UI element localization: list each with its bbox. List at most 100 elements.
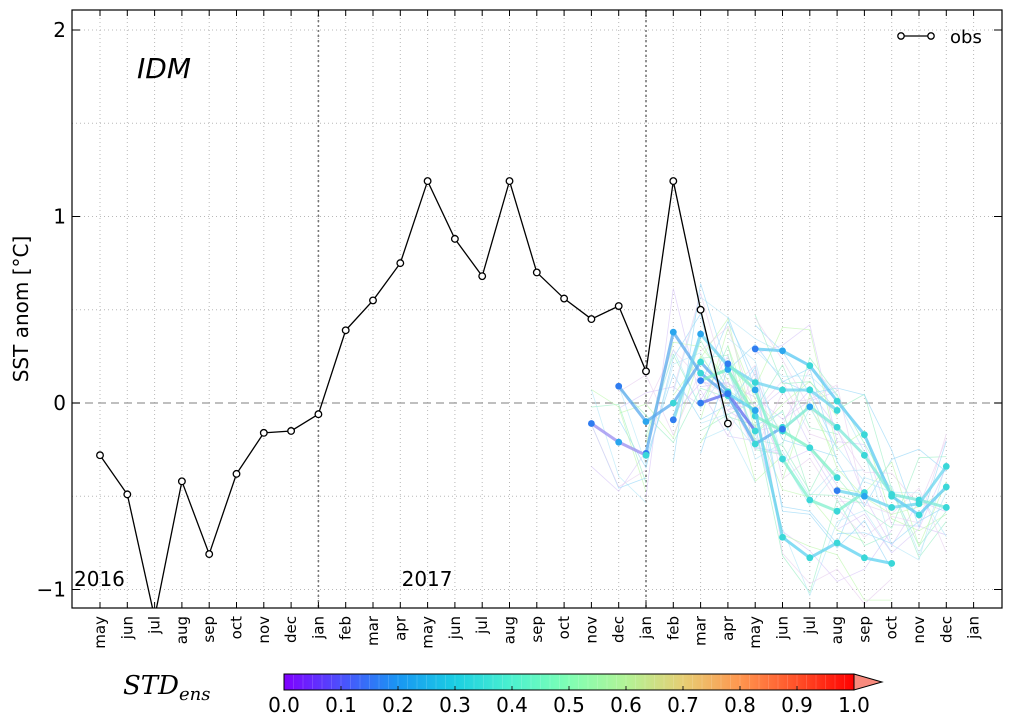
x-tick-label: jan (965, 616, 983, 640)
obs-point (450, 234, 459, 243)
ensemble-member (618, 386, 729, 444)
y-ticks: −1 0 1 2 (37, 18, 1002, 602)
forecast-point (697, 369, 704, 377)
forecast-point (888, 504, 896, 511)
forecast-point (642, 451, 650, 459)
forecast-point (615, 382, 623, 390)
forecast-point (697, 330, 704, 338)
forecast-point (751, 345, 759, 353)
x-tick-label: may (746, 616, 764, 649)
ensemble-member (591, 389, 647, 503)
ensemble-member (727, 366, 893, 570)
obs-point (696, 305, 705, 314)
forecast-line (726, 362, 866, 513)
x-tick-label: dec (610, 616, 628, 643)
forecast-point (669, 328, 677, 336)
legend-obs-marker-left (897, 32, 905, 40)
forecast-point (861, 554, 868, 562)
ensemble-member (700, 320, 838, 458)
colorbar-tick-label: 0.3 (439, 693, 471, 717)
obs-line (96, 177, 732, 608)
colorbar-extend-arrow (853, 673, 884, 691)
forecast-point (779, 455, 786, 463)
x-tick-label: apr (391, 615, 409, 641)
forecast-point (942, 463, 950, 470)
colorbar-tick-label: 0.0 (268, 693, 300, 717)
ensemble-member (727, 402, 865, 529)
legend-obs-label: obs (950, 27, 982, 48)
forecast-point (942, 483, 950, 491)
colorbar-tick-label: 0.5 (553, 693, 585, 717)
forecast-point (779, 386, 786, 394)
colorbar-tick-label: 0.1 (325, 693, 357, 717)
obs-point (177, 477, 186, 486)
year-label-2016: 2016 (74, 567, 125, 591)
forecast-point (806, 362, 814, 370)
x-tick-label: jul (801, 616, 819, 635)
ensemble-member (837, 461, 947, 547)
forecast-point (669, 416, 677, 424)
x-tick-label: jul (473, 616, 491, 635)
colorbar-label-sub: ens (179, 684, 210, 705)
x-tick-label: jun (446, 616, 464, 640)
ensemble-member (836, 466, 947, 554)
x-tick-label: aug (501, 616, 519, 644)
ensemble-member (727, 337, 865, 507)
obs-point (505, 177, 514, 186)
forecast-point (751, 407, 759, 414)
forecast-point (833, 423, 841, 431)
colorbar-tick-label: 0.8 (724, 693, 756, 717)
x-tick-label: may (91, 616, 109, 649)
x-tick-label: jun (118, 616, 136, 640)
ensemble-member (591, 403, 647, 484)
x-tick-label: dec (937, 616, 955, 643)
grid (72, 10, 1002, 608)
forecast-point (615, 438, 623, 446)
model-label: IDM (137, 52, 191, 85)
x-tick-label: aug (173, 616, 191, 644)
obs-point (669, 177, 678, 186)
forecast-lines (588, 328, 950, 567)
obs-point (314, 410, 323, 419)
forecast-point (833, 487, 841, 495)
forecast-point (642, 418, 650, 426)
forecast-point (833, 407, 841, 414)
year-label-2017: 2017 (402, 567, 453, 591)
x-tick-label: jul (146, 616, 164, 635)
x-tick-label: may (419, 616, 437, 649)
x-ticks: may jun jul aug sep oct nov dec jan feb mar apr may j… (91, 10, 983, 649)
y-tick-label: 0 (53, 391, 66, 415)
plot-area (72, 10, 1002, 608)
obs-point (532, 268, 541, 277)
obs-point (123, 490, 132, 499)
obs-point (560, 294, 569, 303)
colorbar: STDens 0.0 0.1 0.2 0.3 0.4 0.5 0.6 0.7 0.8 0.9 1.0 (123, 671, 884, 717)
x-tick-label: mar (692, 615, 710, 646)
obs-polyline (99, 178, 729, 608)
forecast-point (751, 379, 759, 386)
forecast-point (806, 403, 814, 411)
colorbar-tick-label: 0.6 (610, 693, 642, 717)
colorbar-label-main: STD (123, 671, 179, 701)
ensemble-member (727, 364, 865, 504)
ensemble-member (727, 416, 892, 594)
year-labels: 2016 2017 (74, 567, 453, 591)
x-tick-label: sep (855, 616, 873, 643)
obs-point (259, 428, 268, 437)
ensemble-member (700, 413, 838, 497)
forecast-point (806, 386, 814, 394)
x-tick-label: oct (883, 616, 901, 639)
colorbar-tick-label: 0.4 (496, 693, 528, 717)
ensemble-member (754, 314, 947, 559)
forecast-point (806, 444, 814, 452)
ensemble-member (754, 350, 947, 561)
obs-point (287, 427, 296, 435)
x-tick-label: dec (282, 616, 300, 643)
forecast-point (888, 490, 896, 498)
forecast-point (724, 390, 732, 398)
ensemble-member (591, 424, 647, 488)
forecast-point (861, 492, 868, 500)
forecast-point (833, 539, 841, 547)
x-tick-label: nov (255, 616, 273, 644)
